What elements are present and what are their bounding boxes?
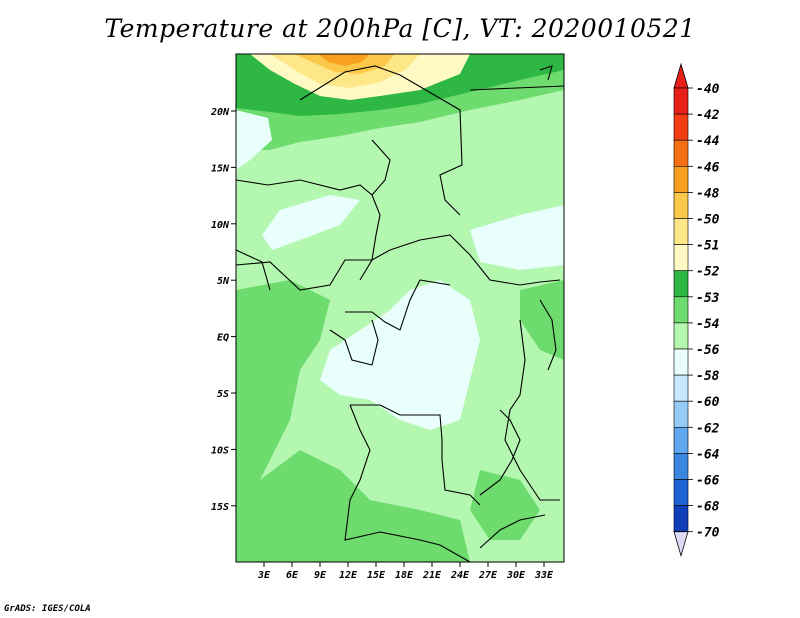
lon-tick-label: 12E (339, 570, 358, 581)
colorbar-swatch (673, 139, 689, 167)
lon-tick-label: 9E (314, 570, 327, 581)
lon-tick-label: 18E (395, 570, 414, 581)
colorbar-swatch (673, 218, 689, 245)
lon-tick-label: 21E (422, 570, 442, 581)
colorbar-swatch (673, 244, 689, 272)
country-borders (236, 65, 564, 562)
lon-tick-label: 6E (286, 570, 299, 581)
colorbar-bottom-triangle (673, 531, 689, 558)
lat-tick-label: 10S (211, 445, 229, 456)
colorbar-label: -64 (696, 447, 720, 462)
lon-tick-label: 30E (506, 570, 526, 581)
colorbar-label: -51 (696, 239, 719, 254)
lon-tick-label: 3E (257, 570, 271, 581)
lat-tick-label: 10N (211, 220, 230, 231)
colorbar-label: -53 (696, 291, 720, 306)
colorbar-swatch (673, 113, 689, 141)
colorbar-label: -58 (696, 369, 720, 384)
colorbar-label: -68 (696, 500, 720, 515)
grads-credit: GrADS: IGES/COLA (4, 604, 91, 614)
colorbar-swatch (673, 400, 689, 428)
colorbar-swatch (673, 322, 689, 350)
lat-tick-label: 15N (211, 163, 230, 174)
colorbar-label: -60 (696, 395, 720, 410)
colorbar-swatch (673, 270, 689, 298)
colorbar-label: -70 (696, 526, 720, 541)
lat-tick-label: 15S (211, 502, 229, 513)
lon-tick-label: 24E (450, 570, 470, 581)
lat-tick-label: EQ (217, 333, 229, 344)
colorbar-legend: -40 -42 -44 -46 -48 -50 -51 -52 -53 -54 -56 -58 -60 -… (673, 62, 720, 558)
colorbar-label: -56 (696, 343, 720, 358)
lat-tick-label: 5N (217, 276, 230, 287)
colorbar-swatch (673, 426, 689, 454)
colorbar-label: -40 (696, 82, 720, 97)
colorbar-label: -54 (696, 317, 720, 332)
lat-tick-label: 5S (217, 389, 229, 400)
colorbar-label: -44 (696, 134, 720, 149)
latitude-axis: 20N 15N 10N 5N EQ 5S 10S 15S (210, 107, 236, 513)
temperature-field (236, 54, 564, 562)
colorbar-label: -66 (696, 474, 720, 489)
colorbar-label: -62 (696, 421, 720, 436)
longitude-axis: 3E 6E 9E 12E 15E 18E 21E 24E 27E 30E 33E (257, 562, 554, 581)
colorbar-swatch (673, 505, 689, 533)
colorbar-label: -50 (696, 213, 720, 228)
colorbar-swatch (673, 87, 689, 115)
lon-tick-label: 33E (534, 570, 554, 581)
colorbar-label: -42 (696, 108, 720, 123)
lon-tick-label: 15E (367, 570, 386, 581)
colorbar-top-triangle (673, 62, 689, 89)
map-frame (235, 53, 565, 563)
chart-title: Temperature at 200hPa [C], VT: 202001052… (104, 14, 696, 43)
lat-tick-label: 20N (210, 107, 230, 118)
colorbar-swatch (673, 479, 689, 506)
lon-tick-label: 27E (478, 570, 498, 581)
colorbar-swatch (673, 192, 689, 219)
colorbar-swatch (673, 453, 689, 480)
colorbar-label: -46 (696, 160, 720, 175)
colorbar-label: -52 (696, 265, 720, 280)
colorbar-swatch (673, 166, 689, 193)
colorbar-label: -48 (696, 186, 720, 201)
colorbar-swatch (673, 296, 689, 324)
colorbar-swatch (673, 374, 689, 402)
colorbar-swatch (673, 348, 689, 376)
